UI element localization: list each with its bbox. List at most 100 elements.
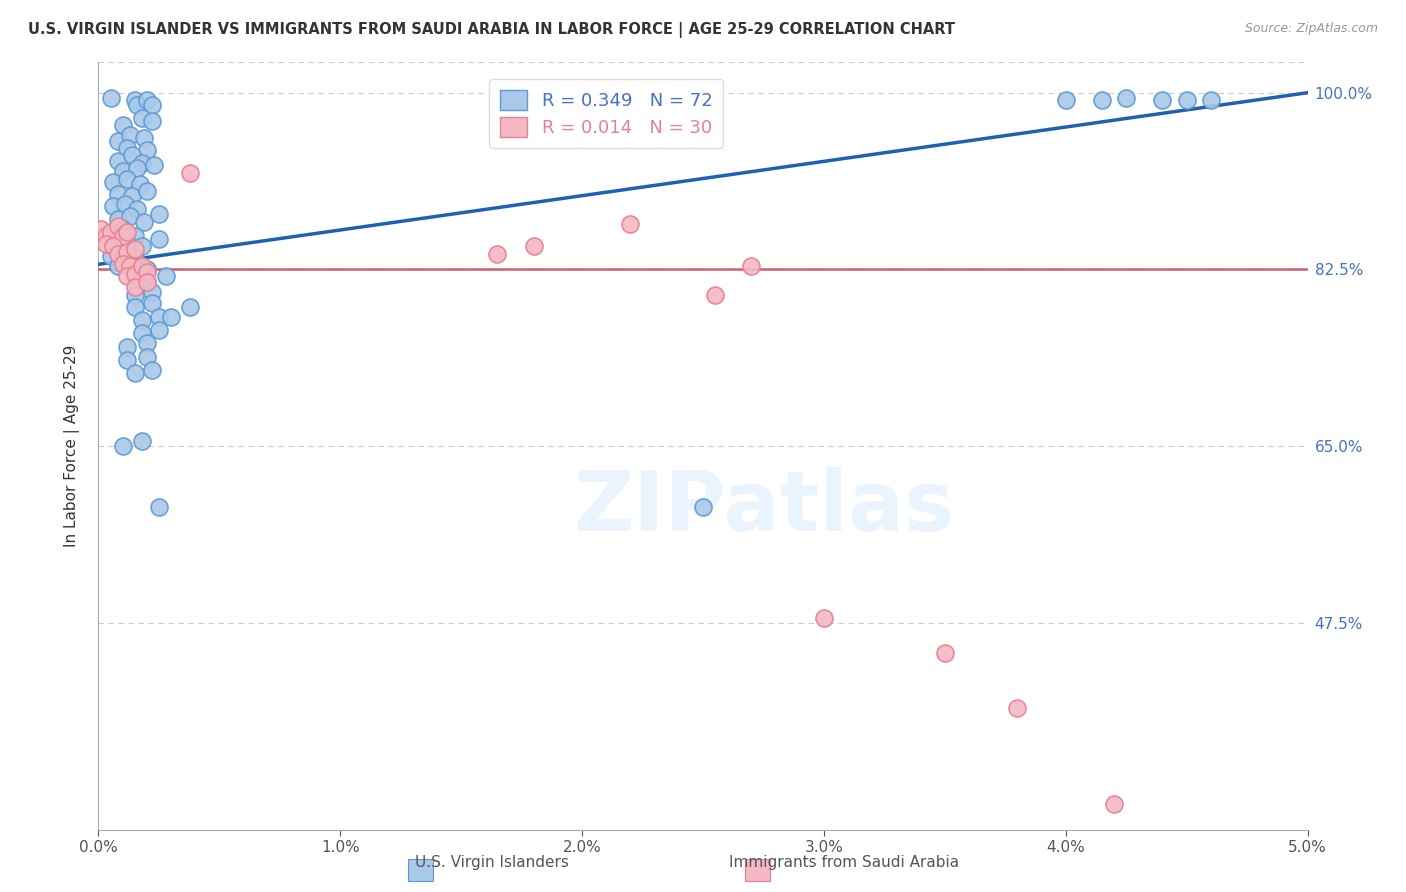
Legend: R = 0.349   N = 72, R = 0.014   N = 30: R = 0.349 N = 72, R = 0.014 N = 30 — [489, 79, 723, 148]
Point — [117, 235, 139, 249]
Point — [179, 166, 201, 180]
Point — [101, 199, 124, 213]
Point — [135, 143, 157, 157]
Point — [127, 98, 149, 112]
Point — [131, 156, 153, 170]
Point — [124, 300, 146, 314]
Point — [135, 184, 157, 198]
Point — [523, 239, 546, 253]
Point — [1199, 93, 1222, 107]
Point — [127, 202, 149, 216]
Text: U.S. VIRGIN ISLANDER VS IMMIGRANTS FROM SAUDI ARABIA IN LABOR FORCE | AGE 25-29 : U.S. VIRGIN ISLANDER VS IMMIGRANTS FROM … — [28, 22, 955, 38]
Point — [148, 310, 170, 324]
Point — [148, 232, 170, 246]
Point — [141, 285, 163, 299]
Point — [107, 186, 129, 201]
Point — [143, 158, 166, 172]
Point — [155, 269, 177, 284]
Point — [111, 118, 134, 132]
Point — [692, 500, 714, 514]
Point — [100, 225, 122, 239]
Y-axis label: In Labor Force | Age 25-29: In Labor Force | Age 25-29 — [63, 345, 80, 547]
Point — [107, 154, 129, 169]
Point — [1091, 93, 1114, 107]
Text: U.S. Virgin Islanders: U.S. Virgin Islanders — [415, 855, 569, 870]
Point — [107, 219, 129, 233]
Point — [100, 225, 122, 239]
Point — [135, 265, 157, 279]
Point — [124, 367, 146, 381]
Point — [94, 237, 117, 252]
Point — [124, 93, 146, 107]
Point — [117, 141, 139, 155]
Point — [1175, 93, 1198, 107]
Point — [117, 269, 139, 284]
Point — [111, 229, 134, 244]
Point — [107, 247, 129, 261]
Point — [117, 225, 139, 239]
Point — [135, 336, 157, 351]
Point — [619, 217, 641, 231]
Point — [127, 161, 149, 176]
Point — [141, 114, 163, 128]
Point — [101, 239, 124, 253]
Point — [131, 111, 153, 125]
Point — [111, 247, 134, 261]
Point — [813, 610, 835, 624]
Point — [135, 276, 157, 290]
Point — [121, 148, 143, 162]
Point — [124, 279, 146, 293]
Point — [118, 260, 141, 274]
Point — [934, 646, 956, 660]
Point — [111, 257, 134, 271]
Point — [107, 211, 129, 226]
Point — [704, 287, 727, 301]
Point — [135, 93, 157, 107]
Point — [148, 207, 170, 221]
Point — [179, 300, 201, 314]
Point — [114, 196, 136, 211]
Point — [100, 249, 122, 263]
Point — [1102, 797, 1125, 812]
Point — [1054, 93, 1077, 107]
Point — [135, 350, 157, 364]
Text: Immigrants from Saudi Arabia: Immigrants from Saudi Arabia — [728, 855, 959, 870]
Point — [124, 242, 146, 256]
Point — [111, 222, 134, 236]
Point — [740, 260, 762, 274]
Point — [124, 252, 146, 267]
Point — [141, 98, 163, 112]
Point — [107, 134, 129, 148]
Point — [107, 260, 129, 274]
Point — [131, 313, 153, 327]
Text: ZIPatlas: ZIPatlas — [574, 467, 953, 548]
Point — [131, 434, 153, 448]
Point — [131, 326, 153, 340]
Point — [131, 260, 153, 274]
Point — [128, 177, 150, 191]
Point — [134, 131, 156, 145]
Point — [160, 310, 183, 324]
Point — [141, 363, 163, 377]
Point — [135, 276, 157, 290]
Point — [90, 222, 112, 236]
Point — [117, 245, 139, 260]
Point — [124, 287, 146, 301]
Point — [94, 229, 117, 244]
Point — [141, 295, 163, 310]
Point — [134, 215, 156, 229]
Point — [148, 500, 170, 514]
Point — [100, 91, 122, 105]
Point — [135, 262, 157, 277]
Point — [124, 229, 146, 244]
Point — [131, 239, 153, 253]
Point — [111, 439, 134, 453]
Point — [1152, 93, 1174, 107]
Point — [111, 164, 134, 178]
Point — [1007, 701, 1029, 715]
Point — [117, 353, 139, 368]
Point — [117, 340, 139, 354]
Point — [118, 257, 141, 271]
Text: Source: ZipAtlas.com: Source: ZipAtlas.com — [1244, 22, 1378, 36]
Point — [148, 323, 170, 337]
